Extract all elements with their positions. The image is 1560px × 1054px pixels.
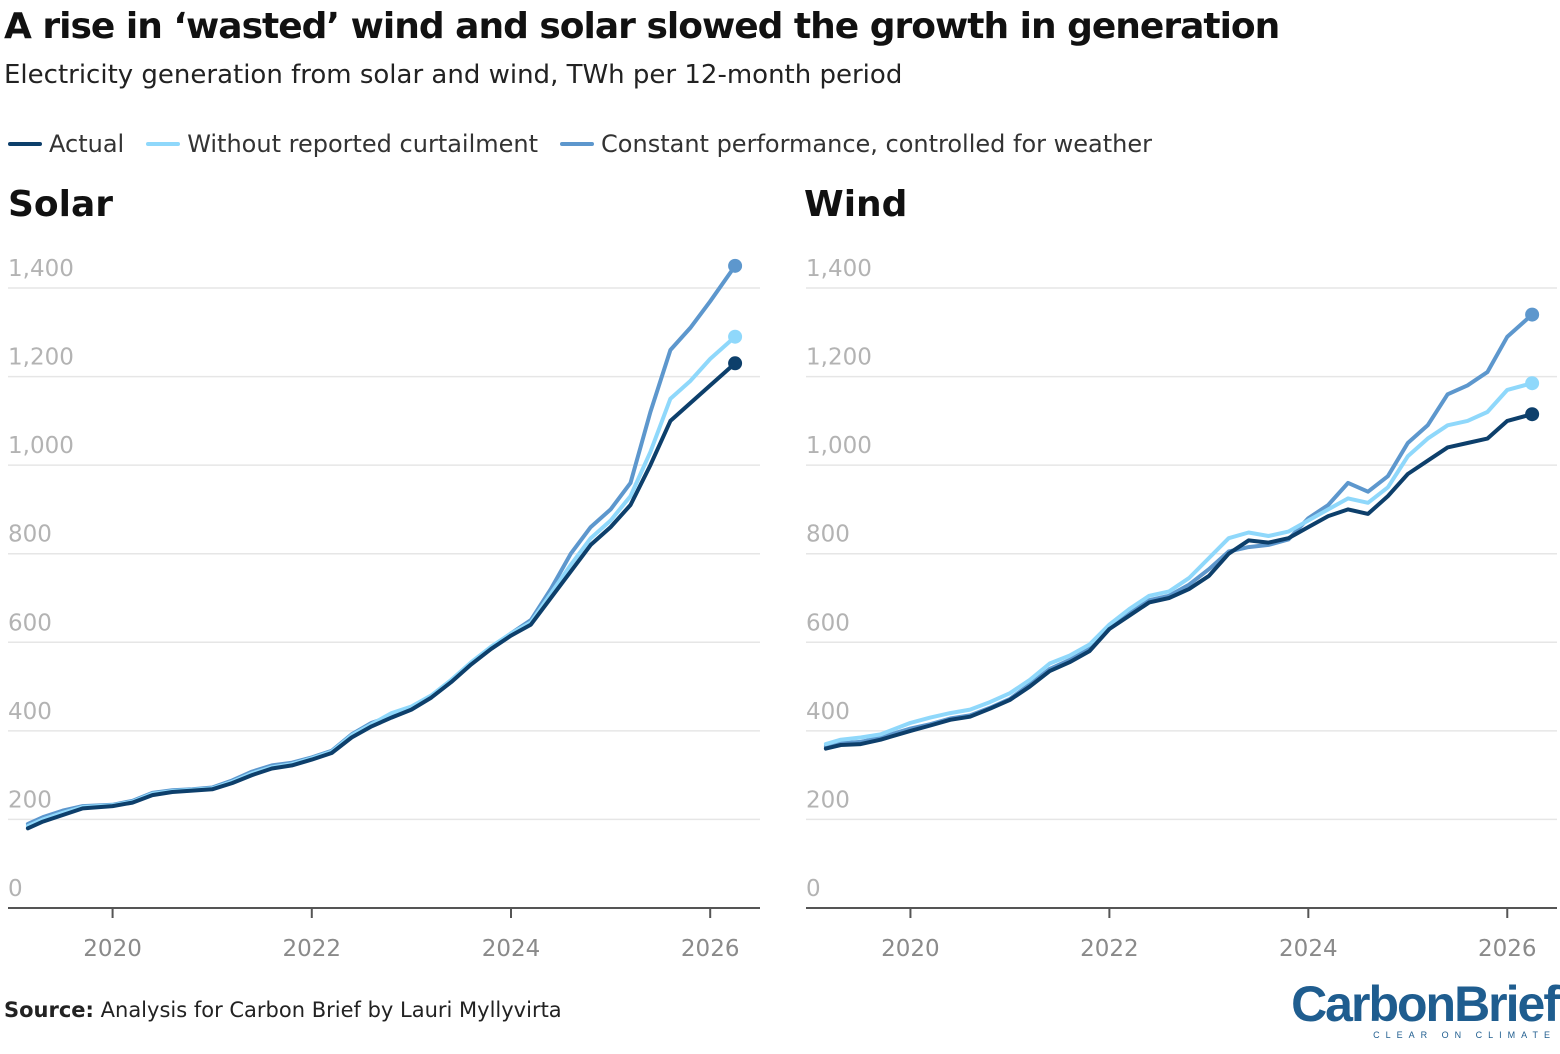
source-text: Analysis for Carbon Brief by Lauri Mylly… [100,998,562,1022]
legend-swatch-constant-performance [560,142,595,146]
wind-ytick-label-800: 800 [806,522,850,548]
solar-xtick-label-2026: 2026 [681,936,740,962]
solar-constant-performance-controlled-for-weather-line [25,263,738,826]
wind-ytick-label-200: 200 [806,787,850,813]
solar-ytick-label-400: 400 [8,699,52,725]
legend-item-constant-performance: Constant performance, controlled for wea… [560,130,1152,158]
solar-xtick-label-2022: 2022 [283,936,342,962]
wind-actual-line [823,412,1535,751]
wind-xtick-label-2024: 2024 [1279,936,1338,962]
wind-xtick-label-2026: 2026 [1478,936,1537,962]
legend-label-without-curtailment: Without reported curtailment [187,130,539,158]
chart-subtitle: Electricity generation from solar and wi… [4,60,903,90]
wind-constant-performance-controlled-for-weather-endpoint [1525,307,1540,322]
solar-xtick-label-2020: 2020 [83,936,142,962]
logo-tagline: CLEAR ON CLIMATE [1373,1030,1556,1040]
wind-ytick-label-0: 0 [806,876,821,902]
wind-actual-endpoint [1525,407,1540,422]
wind-xtick-label-2022: 2022 [1080,936,1139,962]
wind-without-reported-curtailment-line [823,381,1535,747]
legend-swatch-actual [8,142,42,146]
legend-label-constant-performance: Constant performance, controlled for wea… [601,130,1153,158]
legend-swatch-without-curtailment [146,142,181,146]
legend-item-without-curtailment: Without reported curtailment [146,130,538,158]
chart-title: A rise in ‘wasted’ wind and solar slowed… [4,6,1280,47]
solar-ytick-label-800: 800 [8,522,52,548]
wind-panel: Wind 0 200 400 600 800 1,000 1,200 1,400 2020 2022… [804,184,1557,962]
solar-ytick-label-1400: 1,400 [8,256,74,282]
wind-ytick-label-1400: 1,400 [806,256,872,282]
wind-xtick-label-2020: 2020 [881,936,940,962]
wind-constant-performance-controlled-for-weather-line [823,312,1535,749]
solar-actual-endpoint [728,356,743,371]
solar-actual-line [25,361,738,831]
solar-panel-title: Solar [8,184,113,225]
wind-panel-title: Wind [804,184,907,225]
wind-ytick-label-400: 400 [806,699,850,725]
legend: Actual Without reported curtailment Cons… [8,130,1174,158]
solar-ytick-label-1000: 1,000 [8,433,74,459]
solar-panel: Solar 0 200 400 600 800 1,000 1,200 1,400 2020 202… [8,184,760,962]
solar-ytick-label-600: 600 [8,610,52,636]
wind-ytick-label-1000: 1,000 [806,433,872,459]
wind-without-reported-curtailment-endpoint [1525,376,1540,391]
legend-item-actual: Actual [8,130,124,158]
solar-without-reported-curtailment-endpoint [728,329,743,344]
source-label: Source: [4,998,94,1022]
legend-label-actual: Actual [49,130,125,158]
wind-ytick-label-600: 600 [806,610,850,636]
logo-wordmark: CarbonBrief [1291,976,1560,1032]
solar-ytick-label-1200: 1,200 [8,345,74,371]
solar-without-reported-curtailment-line [25,334,738,829]
solar-constant-performance-controlled-for-weather-endpoint [728,258,743,273]
solar-xtick-label-2024: 2024 [482,936,541,962]
carbonbrief-logo: CarbonBrief CLEAR ON CLIMATE [1291,976,1560,1040]
solar-ytick-label-0: 0 [8,876,23,902]
wind-ytick-label-1200: 1,200 [806,345,872,371]
source-note: Source: Analysis for Carbon Brief by Lau… [4,998,562,1022]
solar-ytick-label-200: 200 [8,787,52,813]
